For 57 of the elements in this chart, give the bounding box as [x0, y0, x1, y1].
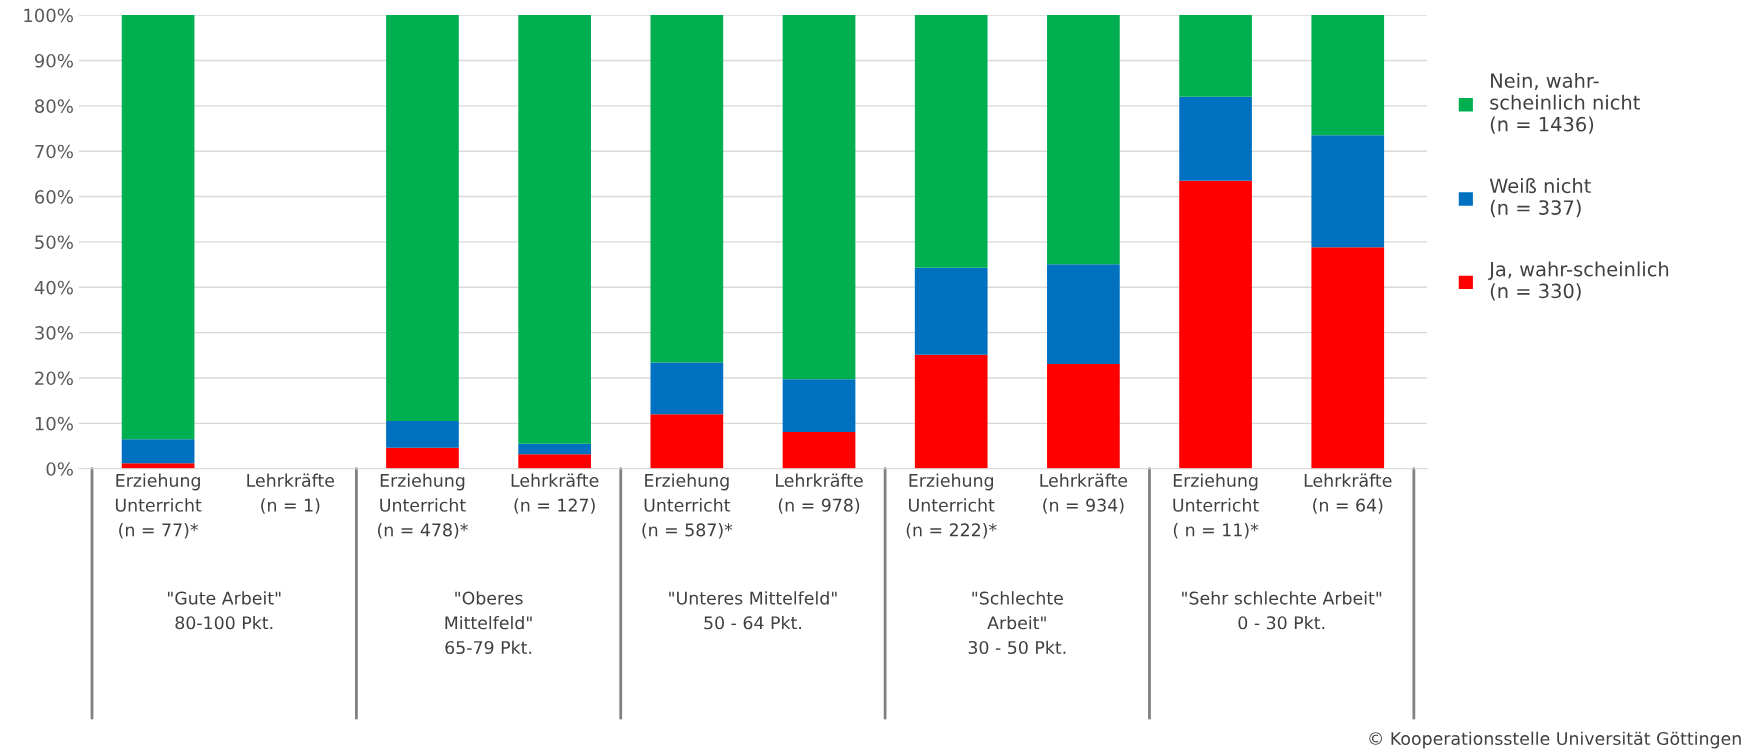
bar — [1311, 135, 1385, 248]
x-tick-label: Lehrkräfte (n = 64) — [1304, 473, 1392, 514]
bar — [121, 15, 195, 440]
bar — [1047, 264, 1120, 364]
text: "Gute Arbeit" 80-100 Pkt. — [167, 591, 281, 630]
y-tick-label: 40% — [34, 280, 73, 295]
bar — [518, 15, 592, 444]
bar — [782, 379, 856, 432]
x-tick-label: Lehrkräfte (n = 934) — [1040, 473, 1128, 514]
legend-label: Ja, wahr-scheinlich (n = 330) — [1488, 261, 1669, 301]
x-tick-label: Erziehung Unterricht (n = 222)* — [906, 473, 997, 539]
bar — [386, 421, 459, 448]
x-tick-label: Erziehung Unterricht (n = 478)* — [377, 473, 468, 539]
text: "Oberes Mittelfeld" 65-79 Pkt. — [445, 591, 532, 655]
bar — [650, 414, 724, 469]
bar — [914, 267, 988, 355]
x-tick-label: Lehrkräfte (n = 978) — [776, 473, 863, 514]
y-tick-label: 90% — [34, 53, 73, 68]
text: "Sehr schlechte Arbeit" 0 - 30 Pkt. — [1182, 591, 1382, 630]
y-tick-label: 10% — [35, 416, 73, 431]
bar — [518, 454, 592, 469]
y-tick-label: 0% — [46, 462, 73, 476]
x-tick-label: Erziehung Unterricht (n = 77)* — [115, 473, 202, 539]
bar — [1311, 15, 1385, 136]
bar — [1047, 363, 1120, 469]
bar — [1179, 96, 1252, 181]
y-tick-label: 70% — [35, 144, 73, 159]
bar — [914, 354, 988, 469]
bar — [1179, 15, 1252, 97]
bar — [782, 431, 856, 469]
bar — [386, 15, 459, 422]
x-tick-label: Lehrkräfte (n = 1) — [247, 473, 335, 514]
bar — [1311, 247, 1385, 469]
x-tick-label: Erziehung Unterricht ( n = 11)* — [1173, 473, 1259, 539]
bar — [121, 463, 195, 469]
x-tick-label: Erziehung Unterricht (n = 587)* — [642, 473, 733, 539]
bar — [518, 443, 592, 455]
bar — [121, 439, 195, 464]
bar — [650, 15, 724, 363]
bar — [1047, 15, 1120, 265]
y-tick-label: 50% — [35, 235, 73, 250]
bar — [782, 15, 856, 380]
legend-label: Nein, wahr- scheinlich nicht (n = 1436) — [1490, 72, 1640, 134]
y-tick-label: 60% — [35, 190, 73, 204]
bar — [1179, 180, 1252, 469]
bar — [914, 15, 988, 268]
y-tick-label: 30% — [35, 326, 73, 340]
legend-label: Weiß nicht (n = 337) — [1489, 178, 1591, 218]
bar — [386, 447, 459, 469]
x-tick-label: Lehrkräfte (n = 127) — [511, 473, 599, 514]
y-tick-label: 80% — [35, 99, 73, 113]
bar — [650, 362, 724, 415]
text: "Unteres Mittelfeld" 50 - 64 Pkt. — [669, 591, 837, 630]
y-tick-label: 20% — [35, 371, 73, 386]
text: "Schlechte Arbeit" 30 - 50 Pkt. — [968, 591, 1066, 655]
text: © Kooperationsstelle Universität Göttingen — [1369, 731, 1741, 749]
y-tick-label: 100% — [24, 8, 73, 23]
